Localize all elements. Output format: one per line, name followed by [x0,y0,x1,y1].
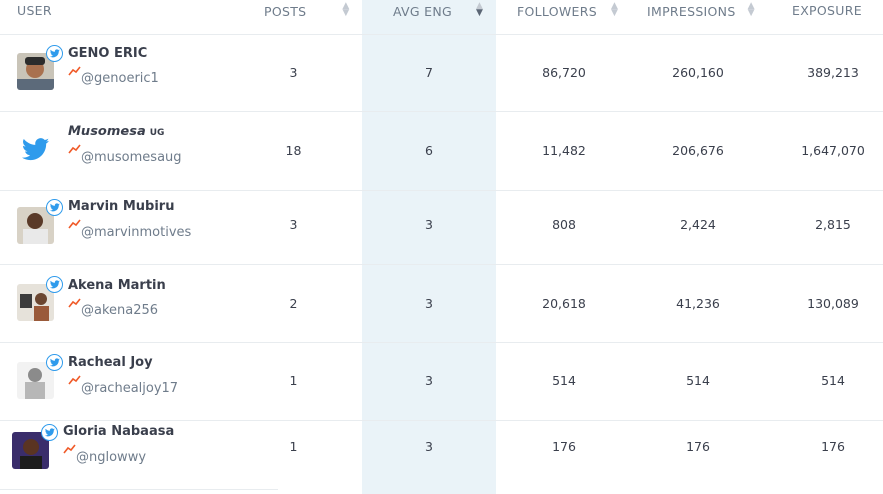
posts-value: 1 [289,439,298,454]
table-row[interactable]: Marvin Mubiru @marvinmotives 3 3 808 2,4… [0,191,883,265]
avatar[interactable] [17,45,63,90]
header-impressions[interactable]: IMPRESSIONS ▲ ▼ [647,1,755,20]
followers-value: 11,482 [542,143,586,158]
posts-value: 2 [289,296,298,311]
user-name[interactable]: Racheal Joy [68,355,153,370]
exposure-value: 130,089 [807,296,859,311]
avg-eng-value: 3 [425,296,433,311]
followers-value: 20,618 [542,296,586,311]
twitter-badge-icon [46,354,63,371]
trend-icon [63,444,76,454]
twitter-badge-icon [46,45,63,62]
avg-eng-value: 3 [425,217,433,232]
table-row[interactable]: Akena Martin @akena256 2 3 20,618 41,236… [0,265,883,343]
exposure-value: 389,213 [807,65,859,80]
sort-icon[interactable]: ▲ ▼ [747,1,755,18]
user-photo-icon [17,362,54,399]
header-user[interactable]: USER [17,3,52,18]
twitter-badge-icon [46,199,63,216]
header-exposure-label: EXPOSURE [792,3,862,18]
posts-value: 18 [285,143,302,158]
row-divider [0,489,278,490]
table-row[interactable]: Racheal Joy @rachealjoy17 1 3 514 514 51… [0,343,883,421]
twitter-badge-icon [41,424,58,441]
table-row[interactable]: Gloria Nabaasa @nglowwy 1 3 176 176 176 [0,421,883,489]
impressions-value: 206,676 [672,143,724,158]
header-posts-label: POSTS [264,4,307,19]
impressions-value: 260,160 [672,65,724,80]
user-handle[interactable]: @akena256 [81,303,159,318]
impressions-value: 41,236 [676,296,720,311]
header-followers-label: FOLLOWERS [517,4,597,19]
user-handle[interactable]: @genoeric1 [81,71,159,86]
impressions-value: 514 [686,373,710,388]
exposure-value: 514 [821,373,845,388]
user-handle[interactable]: @rachealjoy17 [81,381,179,396]
followers-value: 514 [552,373,576,388]
user-name[interactable]: Akena Martin [68,278,166,293]
trend-icon [68,66,81,76]
user-handle[interactable]: @musomesaug [81,150,182,165]
twitter-bird-icon [17,130,54,167]
header-posts[interactable]: POSTS ▲ ▼ [264,1,350,20]
header-user-label: USER [17,3,52,18]
user-name[interactable]: 𝙈𝙪𝙨𝙤𝙢𝙚𝙨𝙖 UG [68,124,164,139]
impressions-value: 176 [686,439,710,454]
user-name[interactable]: GENO ERIC [68,46,148,61]
header-avg-eng[interactable]: AVG ENG ▲ ▼ [393,1,484,20]
user-name-text: 𝙈𝙪𝙨𝙤𝙢𝙚𝙨𝙖 [68,124,146,139]
user-name[interactable]: Marvin Mubiru [68,199,175,214]
avatar[interactable] [17,199,63,244]
trend-icon [68,144,81,154]
followers-value: 176 [552,439,576,454]
exposure-value: 2,815 [815,217,851,232]
user-handle[interactable]: @marvinmotives [81,225,192,240]
header-avg-eng-label: AVG ENG [393,4,452,19]
avg-eng-value: 7 [425,65,433,80]
sort-icon[interactable]: ▲ ▼ [610,1,619,18]
user-name-suffix: UG [149,128,165,138]
posts-value: 3 [289,217,298,232]
table-row[interactable]: 𝙈𝙪𝙨𝙤𝙢𝙚𝙨𝙖 UG @musomesaug 18 6 11,482 206,6… [0,112,883,191]
twitter-badge-icon [46,276,63,293]
sort-icon[interactable]: ▲ ▼ [342,1,350,18]
header-followers[interactable]: FOLLOWERS ▲ ▼ [517,1,619,20]
sort-desc-icon[interactable]: ▲ ▼ [476,1,484,18]
sorted-column-highlight [362,0,496,494]
avatar[interactable] [17,354,63,399]
avg-eng-value: 3 [425,373,433,388]
user-handle[interactable]: @nglowwy [76,450,147,465]
trend-icon [68,219,81,229]
posts-value: 3 [289,65,298,80]
header-exposure[interactable]: EXPOSURE [792,3,862,18]
table-row[interactable]: GENO ERIC @genoeric1 3 7 86,720 260,160 … [0,35,883,112]
trend-icon [68,298,81,308]
avg-eng-value: 3 [425,439,433,454]
avg-eng-value: 6 [425,143,433,158]
posts-value: 1 [289,373,298,388]
impressions-value: 2,424 [680,217,716,232]
avatar[interactable] [17,130,54,167]
followers-value: 86,720 [542,65,586,80]
exposure-value: 1,647,070 [801,143,865,158]
avatar[interactable] [17,276,63,321]
followers-value: 808 [552,217,576,232]
header-impressions-label: IMPRESSIONS [647,4,736,19]
avatar[interactable] [12,424,58,469]
user-name[interactable]: Gloria Nabaasa [63,424,175,439]
table-header: USER POSTS ▲ ▼ AVG ENG ▲ ▼ FOLLOWERS ▲ ▼ IMPRE… [0,0,883,35]
trend-icon [68,375,81,385]
exposure-value: 176 [821,439,845,454]
